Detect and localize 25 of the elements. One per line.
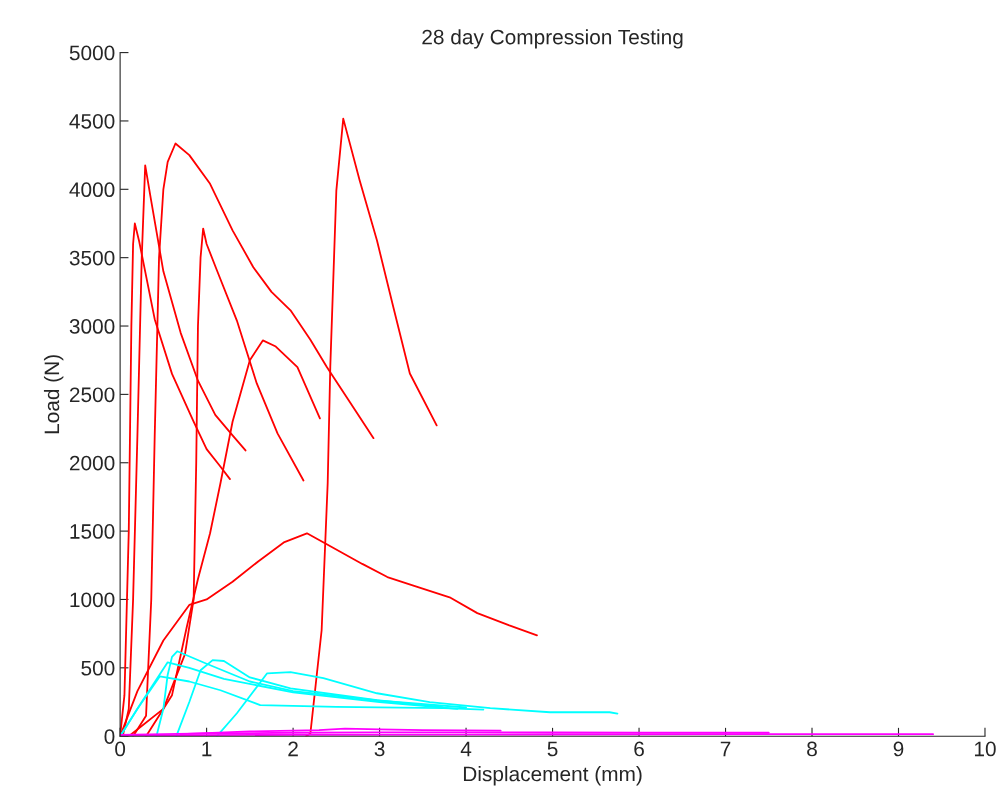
- x-tick-label: 2: [288, 741, 298, 757]
- y-axis-title: Load (N): [43, 355, 64, 434]
- y-tick-label: 4500: [69, 113, 115, 129]
- x-tick-label: 0: [115, 741, 126, 757]
- x-tick-label: 5: [547, 741, 558, 757]
- y-tick-label: 500: [81, 660, 115, 676]
- y-tick-label: 3500: [69, 250, 115, 266]
- x-tick-label: 7: [720, 741, 731, 757]
- y-tick-label: 4000: [69, 182, 115, 198]
- x-tick-label: 9: [893, 741, 904, 757]
- y-tick-label: 1500: [70, 524, 115, 539]
- x-tick-label: 1: [202, 741, 212, 757]
- x-axis-title: Displacement (mm): [463, 766, 642, 786]
- y-tick-label: 2500: [69, 387, 115, 403]
- x-tick-label: 10: [974, 741, 996, 757]
- y-tick-label: 1000: [70, 592, 115, 608]
- y-tick-label: 2000: [69, 455, 115, 471]
- x-tick-label: 4: [460, 741, 472, 757]
- x-tick-label: 8: [807, 741, 817, 757]
- y-tick-label: 0: [104, 729, 115, 744]
- x-tick-label: 6: [634, 741, 644, 757]
- chart-title: 28 day Compression Testing: [422, 29, 683, 49]
- y-tick-label: 3000: [69, 319, 115, 334]
- x-tick-label: 3: [374, 741, 385, 757]
- y-tick-label: 5000: [69, 45, 115, 61]
